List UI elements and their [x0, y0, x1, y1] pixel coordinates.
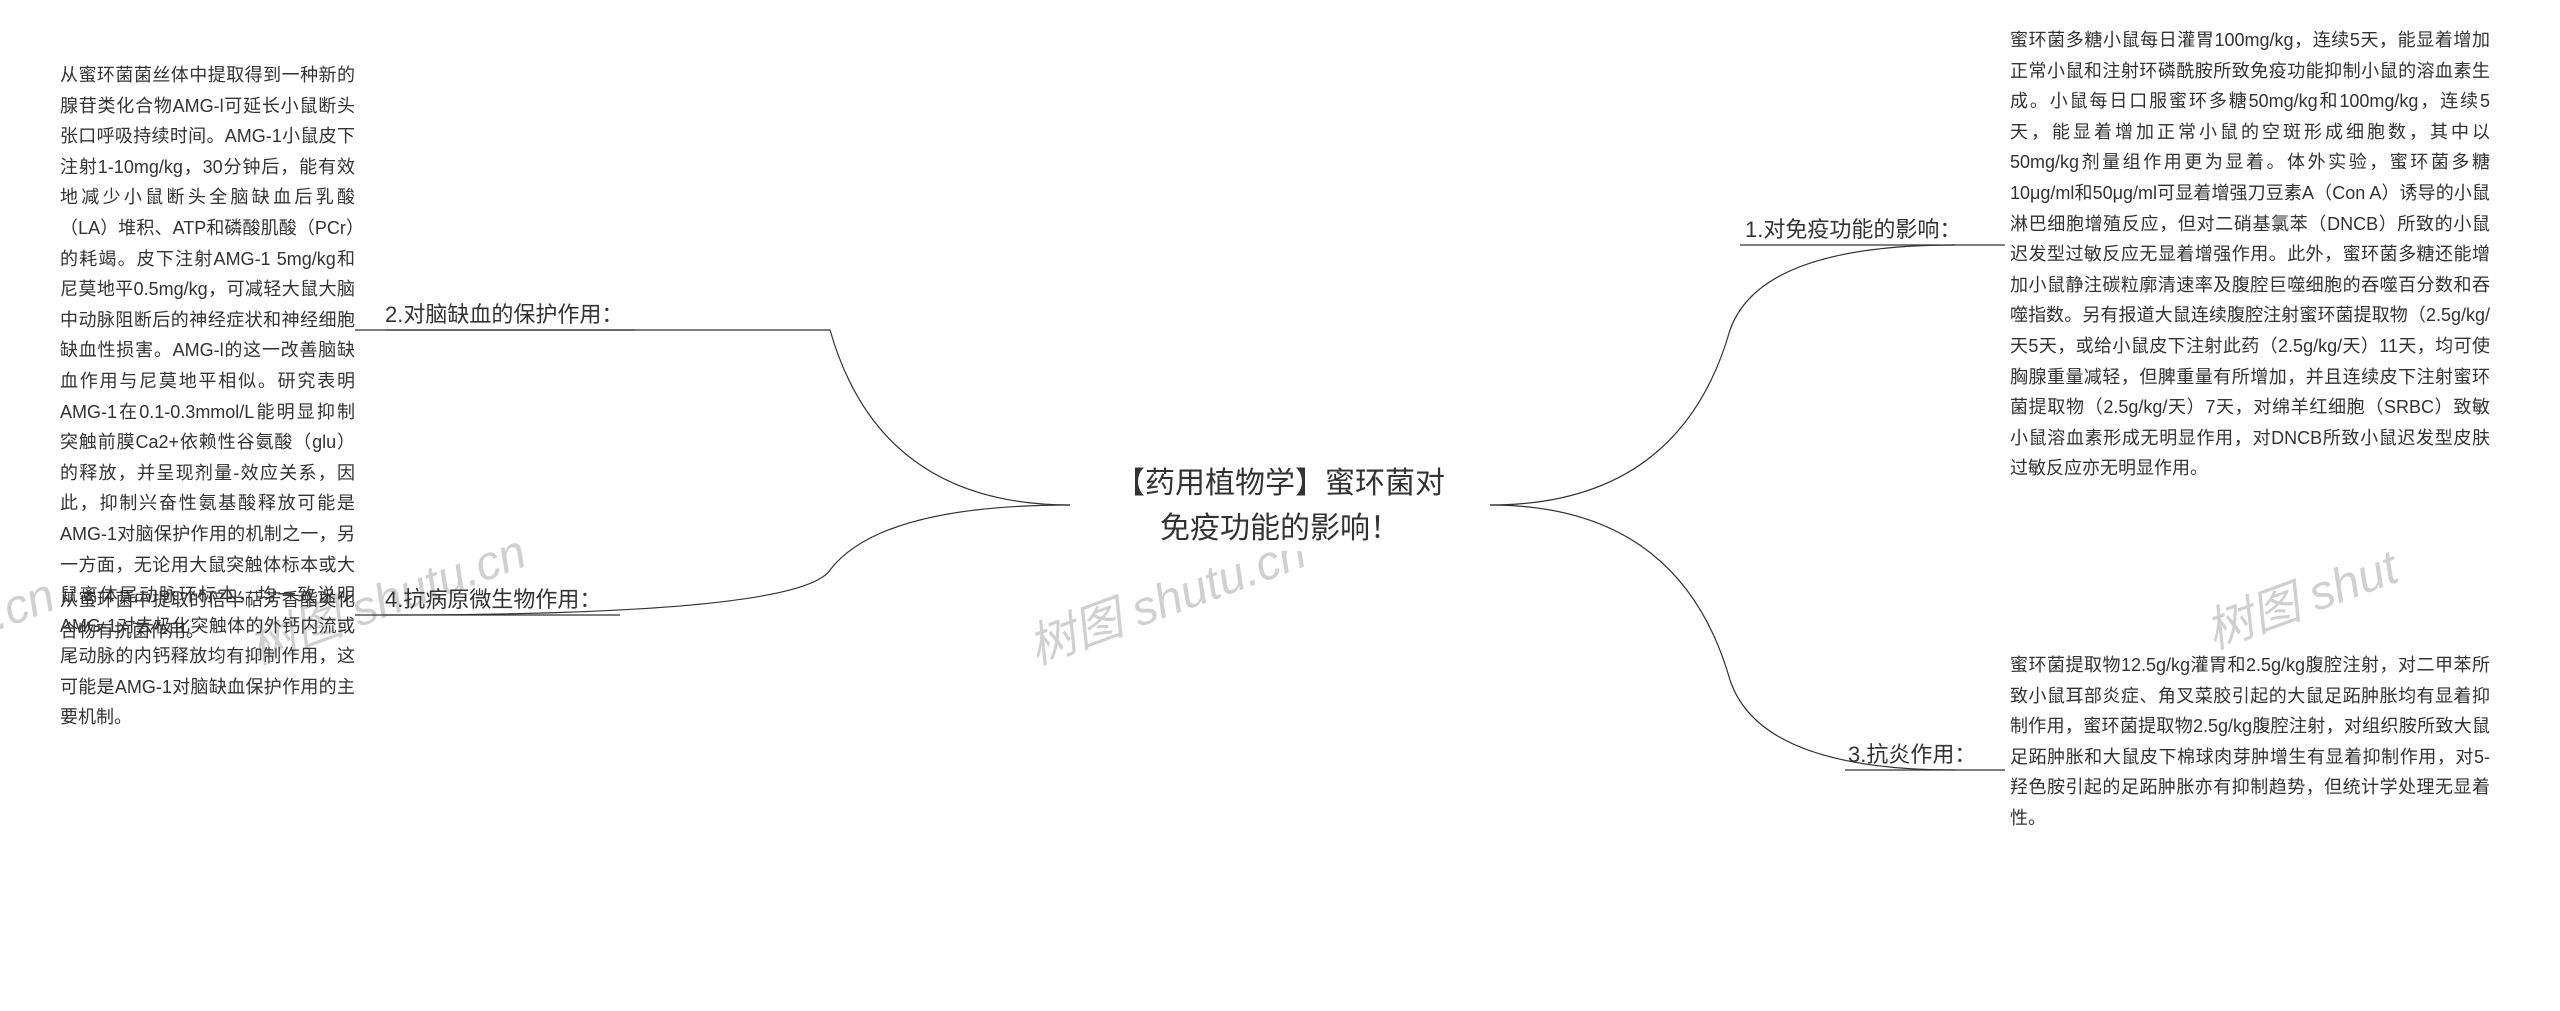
branch-label-3: 3.抗炎作用：	[1848, 737, 1976, 769]
branch-label-4: 4.抗病原微生物作用：	[385, 582, 601, 614]
center-line2: 免疫功能的影响！	[1070, 506, 1490, 551]
branch-content-4: 从蜜环菌中提取的倍半萜芳香酯类化合物有抗菌作用。	[60, 585, 355, 646]
branch-label-2: 2.对脑缺血的保护作用：	[385, 297, 623, 329]
branch-content-3: 蜜环菌提取物12.5g/kg灌胃和2.5g/kg腹腔注射，对二甲苯所致小鼠耳部炎…	[2010, 650, 2490, 834]
branch-label-1: 1.对免疫功能的影响：	[1745, 212, 1961, 244]
center-topic: 【药用植物学】蜜环菌对 免疫功能的影响！	[1070, 461, 1490, 551]
center-line1: 【药用植物学】蜜环菌对	[1070, 461, 1490, 506]
branch-content-1: 蜜环菌多糖小鼠每日灌胃100mg/kg，连续5天，能显着增加正常小鼠和注射环磷酰…	[2010, 25, 2490, 484]
watermark: 树图 shut	[2194, 528, 2406, 662]
